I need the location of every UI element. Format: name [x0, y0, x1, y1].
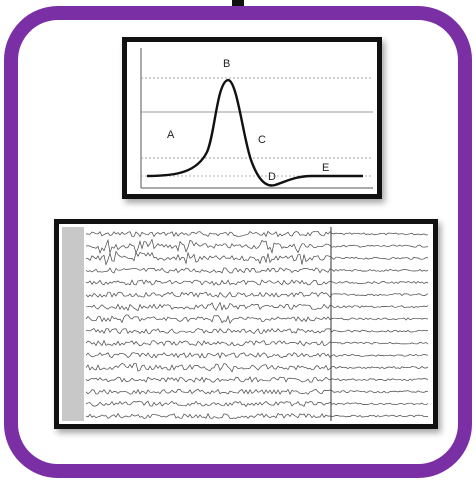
- action-potential-curve: [146, 78, 363, 187]
- eeg-channel-5: [85, 279, 429, 286]
- eeg-channel-13: [85, 376, 429, 383]
- eeg-channel-3: [85, 250, 429, 266]
- waveform-diagram: A B C D E: [140, 48, 373, 189]
- eeg-channel-6: [85, 291, 429, 298]
- label-a: A: [167, 129, 175, 141]
- eeg-channel-label-strip: [62, 227, 84, 421]
- eeg-channel-15: [85, 400, 429, 408]
- label-b: B: [223, 58, 230, 70]
- eeg-channel-1: [86, 230, 429, 238]
- eeg-channel-9: [85, 327, 429, 335]
- eeg-trace-panel: [54, 219, 438, 429]
- eeg-channel-2: [85, 238, 429, 255]
- eeg-channels: [85, 230, 429, 419]
- eeg-channel-8: [85, 314, 429, 325]
- eeg-trace: [62, 227, 429, 421]
- eeg-channel-16: [85, 412, 429, 419]
- label-c: C: [258, 134, 266, 146]
- label-e: E: [322, 162, 329, 174]
- eeg-channel-7: [85, 301, 429, 312]
- eeg-channel-12: [85, 362, 429, 373]
- eeg-channel-10: [85, 339, 429, 347]
- label-d: D: [268, 171, 276, 183]
- eeg-channel-11: [85, 352, 428, 359]
- eeg-channel-4: [85, 267, 429, 274]
- waveform-diagram-panel: A B C D E: [122, 37, 382, 199]
- eeg-channel-14: [85, 388, 429, 395]
